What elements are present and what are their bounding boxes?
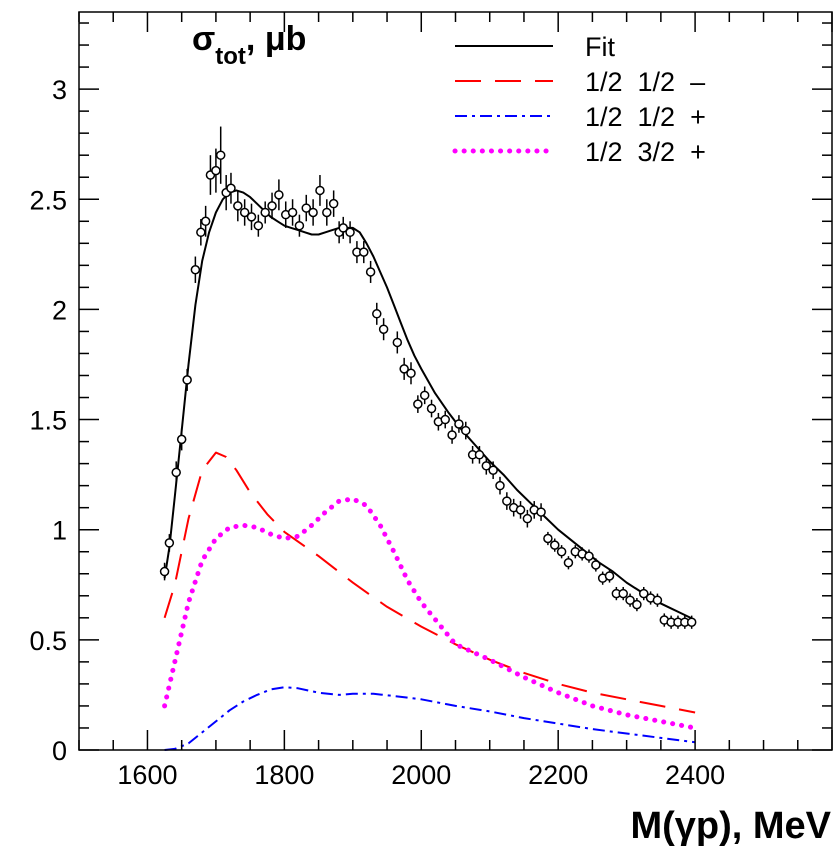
data-point [345, 227, 355, 238]
data-point [171, 467, 181, 478]
x-tick-label: 2400 [665, 760, 725, 790]
x-axis-ticks: 1600 1800 2000 2200 2400 [78, 12, 833, 790]
curve-series-3 [162, 496, 698, 731]
data-point [215, 150, 226, 160]
data-point [495, 480, 505, 491]
data-point [164, 538, 175, 548]
data-point [274, 190, 284, 200]
y-label-unit: , μb [246, 20, 306, 58]
y-tick-label: 1 [52, 516, 67, 546]
data-point [440, 414, 450, 425]
data-point [474, 450, 485, 460]
data-point [426, 403, 437, 414]
legend: Fit 1/2 1/2 – 1/2 1/2 + 1/2 3/2 + [452, 32, 706, 167]
data-point [359, 247, 369, 257]
y-tick-label: 3 [52, 75, 67, 105]
data-point [502, 496, 512, 506]
x-tick-label: 2000 [391, 760, 451, 790]
data-point [488, 465, 498, 475]
data-point [639, 588, 649, 599]
y-tick-label: 0.5 [29, 626, 67, 656]
data-point [686, 617, 697, 627]
x-tick-label: 1600 [117, 760, 177, 790]
data-point [584, 551, 594, 561]
data-point [260, 207, 270, 218]
data-point [246, 212, 257, 222]
data-point [413, 399, 423, 409]
data-point [522, 513, 533, 524]
curve-series-1 [163, 451, 696, 714]
y-tick-label: 0 [52, 736, 67, 766]
data-point [176, 434, 187, 445]
data-point [253, 220, 264, 231]
data-point [461, 425, 471, 436]
data-point [515, 505, 526, 515]
data-points-layer [159, 126, 697, 629]
y-label-subscript: tot [215, 43, 246, 70]
curve-series-2 [164, 686, 696, 751]
data-point [294, 220, 305, 231]
legend-label: 1/2 1/2 + [585, 102, 706, 132]
data-point [604, 571, 615, 581]
data-point [239, 207, 250, 218]
data-point [625, 595, 635, 605]
data-point [196, 227, 206, 238]
data-point [372, 309, 382, 319]
data-point [652, 595, 663, 605]
data-point [378, 324, 389, 334]
data-point [267, 201, 277, 211]
data-point [454, 419, 464, 429]
data-point [399, 364, 409, 374]
data-point [543, 533, 553, 544]
y-tick-label: 2 [52, 295, 67, 325]
data-point [315, 185, 325, 196]
data-point [308, 207, 318, 218]
data-point [159, 566, 170, 577]
data-point [406, 368, 416, 379]
data-point [481, 461, 492, 471]
x-tick-label: 1800 [254, 760, 314, 790]
data-point [211, 165, 221, 176]
data-point [618, 588, 628, 599]
data-point [226, 183, 236, 193]
data-point [632, 599, 642, 610]
data-point [322, 207, 332, 218]
data-point [591, 560, 601, 570]
data-point [392, 337, 403, 348]
x-tick-label: 2200 [528, 760, 588, 790]
legend-label: 1/2 3/2 + [585, 137, 706, 167]
legend-label: 1/2 1/2 – [585, 67, 705, 97]
data-point [190, 264, 201, 275]
y-tick-label: 1.5 [29, 406, 67, 436]
y-label-sigma: σ [192, 20, 215, 58]
x-axis-label: M(γp), MeV [630, 805, 831, 847]
data-point [556, 546, 567, 557]
data-point [328, 198, 339, 209]
data-point [233, 201, 243, 211]
data-point [338, 223, 348, 233]
y-axis-ticks: 0 0.5 1 1.5 2 2.5 3 [29, 22, 832, 766]
y-axis-label: σtot, μb [192, 20, 306, 70]
data-point [536, 507, 546, 517]
data-point [550, 540, 560, 550]
legend-label: Fit [585, 32, 615, 62]
data-point [447, 430, 457, 440]
data-point [287, 207, 298, 218]
data-point [182, 375, 192, 385]
data-point [563, 557, 574, 568]
data-point [301, 203, 312, 213]
y-tick-label: 2.5 [29, 185, 67, 215]
data-point [365, 267, 376, 277]
data-point [200, 216, 211, 227]
data-point [419, 390, 430, 401]
